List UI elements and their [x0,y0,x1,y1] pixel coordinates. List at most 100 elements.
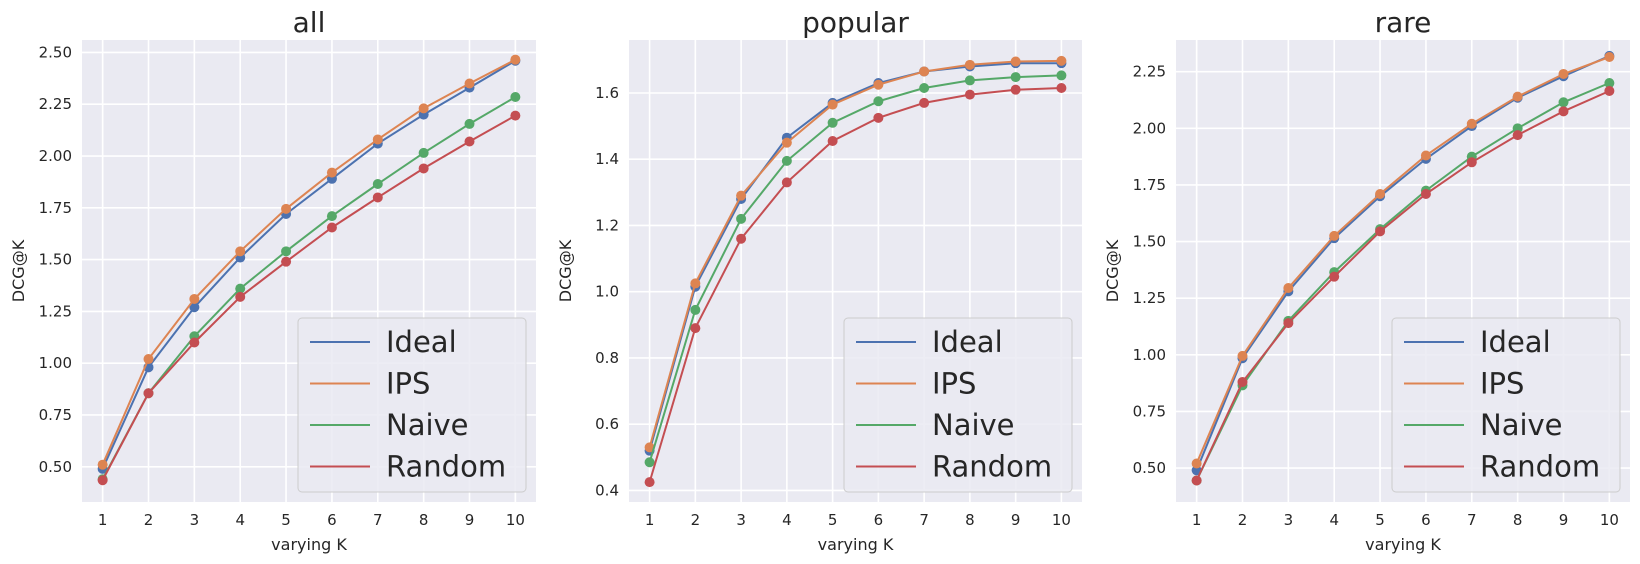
data-point-ips [919,66,930,77]
data-point-naive [326,211,337,222]
x-tick-label: 4 [235,511,245,529]
legend-box [297,317,527,493]
x-tick-label: 2 [144,511,154,529]
data-point-ips [1329,230,1340,241]
y-tick-label: 1.6 [595,84,619,102]
x-tick-label: 8 [419,511,429,529]
data-point-naive [1604,78,1615,89]
series-line-ideal [1195,54,1610,471]
y-tick-label: 1.00 [1133,346,1166,364]
y-tick-label: 1.50 [1133,233,1166,251]
data-point-naive [919,83,930,94]
series-line-ips [648,59,1062,448]
data-point-naive [736,213,747,224]
data-point-ips [464,78,475,89]
series-line-ideal [648,62,1062,451]
series-line-ideal [101,59,516,470]
data-point-ips [1237,350,1248,361]
data-point-random [1466,157,1477,168]
legend-label-ideal: Ideal [932,325,1003,359]
data-point-ideal [189,302,200,313]
data-point-ips [1375,189,1386,199]
x-tick-label: 10 [506,511,525,529]
data-point-naive [418,147,429,158]
data-point-naive [781,155,792,166]
legend-label-ips: IPS [932,367,976,401]
data-point-ips [736,190,747,201]
subplot-rare: 0.50 0.75 1.00 1.25 1.50 1.75 2.00 2.25 1 2 3 4 5 6 7 8… [1103,6,1630,554]
legend-label-ips: IPS [1480,367,1524,401]
x-tick-label: 7 [373,511,383,529]
y-tick-label: 1.00 [39,354,72,372]
data-point-ips [827,99,838,110]
x-tick-label: 2 [1238,511,1248,529]
data-point-random [1420,189,1431,199]
y-tick-label: 0.50 [1133,459,1166,477]
y-axis-label: DCG@K [556,239,575,302]
series-line-random [1195,90,1610,481]
y-tick-label: 0.75 [1133,402,1166,420]
data-point-ips [189,293,200,304]
data-point-naive [372,178,383,189]
data-point-ips [418,103,429,114]
series-line-naive [648,74,1062,463]
data-point-naive [873,96,884,107]
x-tick-label: 7 [1467,511,1477,529]
x-tick-label: 5 [281,511,291,529]
x-tick-label: 9 [1559,511,1569,529]
legend: Ideal IPS Naive Random [843,317,1073,493]
data-point-random [1512,130,1523,141]
y-tick-label: 2.00 [1133,119,1166,137]
y-tick-label: 1.50 [39,251,72,269]
y-tick-label: 2.00 [39,147,72,165]
data-point-naive [464,118,475,129]
x-tick-label: 4 [782,511,792,529]
data-point-random [690,323,701,334]
x-tick-label: 5 [828,511,838,529]
data-point-random [1010,84,1021,95]
subplot-title: popular [802,6,909,39]
data-point-random [919,97,930,108]
data-point-random [644,477,655,488]
data-point-random [1329,271,1340,282]
series-line-random [101,114,516,481]
data-point-ips [1604,51,1615,62]
data-point-ips [326,167,337,178]
series-line-random [648,87,1062,483]
data-point-random [97,475,108,486]
x-tick-label: 1 [98,511,108,529]
data-point-random [736,233,747,244]
x-tick-label: 8 [1513,511,1523,529]
data-point-ips [873,79,884,90]
legend-label-naive: Naive [1480,408,1563,442]
data-point-naive [644,457,655,468]
data-point-ips [97,459,108,470]
y-tick-label: 1.4 [595,150,619,168]
legend-label-random: Random [386,450,506,484]
series-line-ips [101,58,516,466]
y-tick-label: 1.75 [39,199,72,217]
y-tick-label: 1.25 [39,302,72,320]
y-tick-label: 0.75 [39,406,72,424]
data-point-ips [1558,68,1569,79]
y-axis-label: DCG@K [9,239,28,302]
x-tick-label: 2 [691,511,701,529]
y-tick-label: 1.25 [1133,289,1166,307]
data-point-naive [1010,72,1021,83]
x-tick-label: 3 [736,511,746,529]
data-point-random [873,112,884,123]
data-point-naive [1056,70,1067,81]
legend-label-random: Random [1480,450,1600,484]
data-point-naive [690,304,701,315]
x-tick-label: 3 [190,511,200,529]
data-point-naive [827,117,838,128]
data-point-random [372,192,383,203]
subplot-all: 0.50 0.75 1.00 1.25 1.50 1.75 2.00 2.25 2.50 1 2 3 4… [9,6,536,554]
y-axis-label: DCG@K [1103,239,1122,302]
data-point-random [1375,226,1386,237]
legend-box [843,317,1073,493]
data-point-naive [281,246,292,257]
subplot-title: all [293,6,326,39]
series-line-ips [1195,56,1610,464]
